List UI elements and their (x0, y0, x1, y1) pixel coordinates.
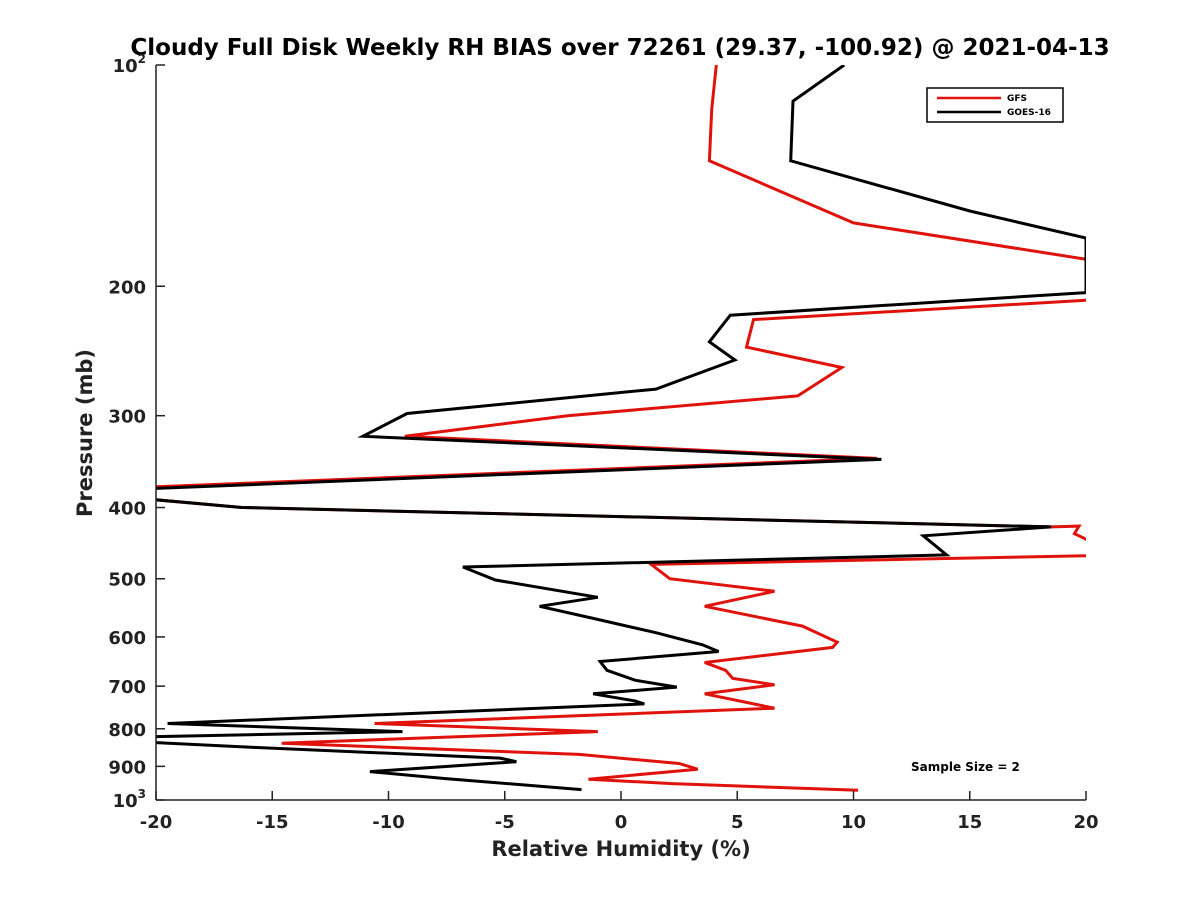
sample-size-annotation: Sample Size = 2 (911, 760, 1020, 774)
series-line-gfs (156, 65, 1086, 792)
y-tick-label: 300 (108, 407, 146, 428)
x-tick-label: 15 (957, 812, 982, 833)
x-tick-label: 20 (1073, 812, 1098, 833)
y-tick-label: 800 (108, 720, 146, 741)
x-tick-label: -15 (256, 812, 289, 833)
legend-label: GFS (1007, 94, 1027, 104)
y-tick-label: 400 (108, 499, 146, 520)
y-tick-label: 500 (108, 570, 146, 591)
x-tick-label: -10 (372, 812, 405, 833)
y-tick-label: 900 (108, 757, 146, 778)
y-tick-label: 700 (108, 677, 146, 698)
plot-area: -20 -15 -10 -5 0 5 10 15 20 102 200 300 400 500 600 700… (108, 52, 1098, 833)
y-tick-label: 102 (113, 52, 146, 77)
x-tick-label: -20 (140, 812, 173, 833)
legend: GFS GOES-16 (926, 87, 1064, 123)
y-tick-label: 200 (108, 277, 146, 298)
x-axis-label: Relative Humidity (%) (491, 837, 750, 861)
x-tick-label: 0 (615, 812, 628, 833)
series-line-goes-16 (156, 65, 1086, 792)
x-tick-label: 10 (841, 812, 866, 833)
x-tick-label: -5 (495, 812, 515, 833)
x-tick-label: 5 (731, 812, 744, 833)
y-axis-label: Pressure (mb) (73, 349, 97, 517)
y-tick-label: 103 (113, 787, 146, 812)
chart-title: Cloudy Full Disk Weekly RH BIAS over 722… (130, 35, 1109, 61)
y-tick-label: 600 (108, 628, 146, 649)
legend-box (926, 87, 1064, 123)
legend-label: GOES-16 (1007, 108, 1051, 118)
